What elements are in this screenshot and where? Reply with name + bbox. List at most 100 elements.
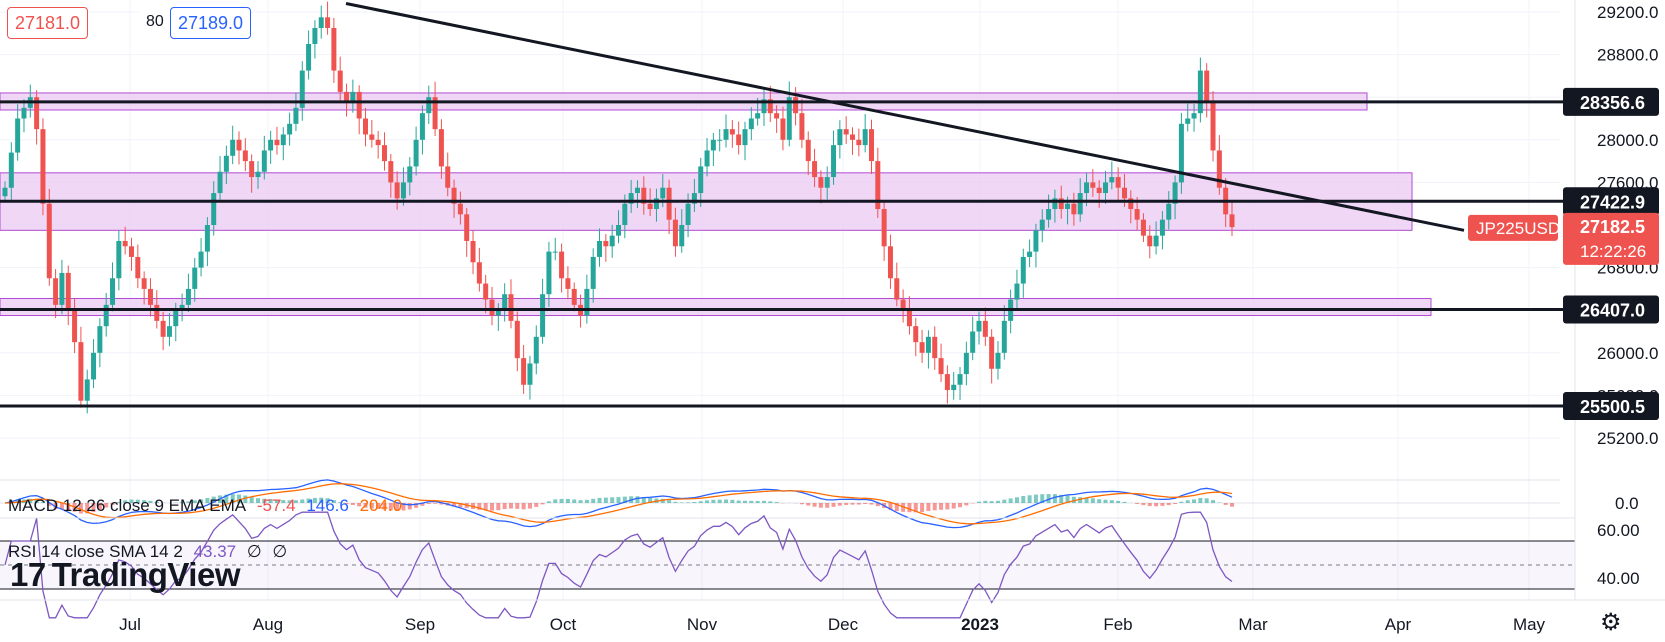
macd-histogram-bar [1103, 499, 1108, 503]
macd-histogram-bar [369, 503, 374, 509]
macd-histogram-bar [1002, 499, 1007, 503]
rsi-lower-label: 40.00 [1597, 569, 1640, 588]
rsi-legend[interactable]: RSI 14 close SMA 14 2 43.37 ∅ ∅ [8, 542, 293, 562]
candle-body [653, 198, 659, 210]
candle-body [552, 251, 558, 253]
candle-body [919, 342, 925, 353]
macd-histogram-bar [958, 503, 963, 508]
candle-body [15, 118, 21, 153]
candle-body [261, 150, 267, 172]
candle-body [1071, 203, 1077, 215]
candle-body [91, 352, 97, 380]
candle-body [540, 294, 546, 337]
macd-histogram-bar [97, 503, 102, 510]
candle-body [925, 336, 931, 353]
candle-body [818, 177, 824, 188]
candle-body [856, 139, 862, 146]
candle-body [616, 225, 621, 236]
candle-body [400, 182, 406, 199]
level-tag-label: 25500.5 [1580, 397, 1645, 417]
macd-histogram-bar [1090, 498, 1095, 503]
countdown: 12:22:26 [1580, 242, 1646, 261]
macd-histogram-bar [300, 499, 305, 503]
macd-histogram-bar [344, 503, 349, 505]
candle-body [1153, 235, 1159, 247]
macd-histogram-bar [875, 503, 880, 507]
rsi-title: RSI 14 close SMA 14 2 [8, 542, 183, 561]
candle-body [1204, 70, 1210, 103]
macd-histogram-bar [123, 500, 128, 503]
price-tick-label: 29200.0 [1597, 3, 1658, 22]
macd-histogram-bar [799, 503, 804, 505]
candle-body [21, 107, 27, 119]
candle-body [306, 43, 312, 71]
candle-body [887, 246, 893, 279]
candle-body [755, 113, 761, 119]
macd-histogram-bar [749, 500, 754, 503]
candle-body [495, 310, 501, 316]
candle-body [122, 240, 128, 247]
symbol-name: JP225USD [1476, 219, 1560, 238]
macd-histogram-bar [1065, 495, 1070, 503]
macd-histogram-bar [414, 503, 419, 508]
level-tag [1563, 187, 1659, 216]
level-tag [1563, 87, 1659, 116]
macd-histogram-bar [850, 503, 855, 505]
macd-histogram-bar [546, 501, 551, 503]
price-tags: 28356.6 27422.9 26407.0 25500.5 JP225USD 2718… [1468, 87, 1659, 420]
candle-body [268, 139, 274, 151]
macd-histogram-bar [768, 501, 773, 503]
candle-body [900, 299, 906, 311]
candle-body [571, 288, 577, 305]
sell-price[interactable]: 27181.0 [7, 7, 89, 39]
macd-histogram-bar [698, 501, 703, 503]
macd-legend[interactable]: MACD 12 26 close 9 EMA EMA -57.4 146.6 2… [8, 496, 408, 516]
macd-histogram-bar [812, 503, 817, 507]
candle-body [1216, 150, 1222, 188]
macd-histogram-bar [1040, 494, 1045, 503]
level-tag [1563, 391, 1659, 420]
macd-histogram-bar [1179, 501, 1184, 503]
candle-body [805, 139, 811, 162]
candle-body [331, 27, 337, 71]
macd-histogram-bar [237, 494, 242, 503]
gear-icon[interactable]: ⚙ [1600, 609, 1622, 636]
rsi-upper-label: 60.00 [1597, 521, 1640, 540]
macd-histogram-bar [40, 502, 45, 503]
macd-histogram-bar [192, 500, 197, 503]
month-label: Nov [687, 615, 718, 634]
macd-histogram-bar [287, 500, 292, 503]
macd-histogram-bar [243, 495, 248, 503]
macd-histogram-bar [995, 500, 1000, 503]
macd-histogram-bar [142, 500, 147, 503]
candle-body [318, 17, 324, 28]
candle-body [344, 91, 350, 103]
macd-hist-value: -57.4 [256, 496, 296, 515]
level-tag-label: 28356.6 [1580, 93, 1645, 113]
macd-histogram-bar [420, 503, 425, 506]
candle-body [597, 240, 603, 257]
macd-histogram-bar [1116, 500, 1121, 503]
macd-histogram-bar [591, 498, 596, 503]
buy-price[interactable]: 27189.0 [170, 7, 252, 39]
macd-histogram-bar [1014, 497, 1019, 503]
macd-histogram-bar [452, 503, 457, 507]
candle-body [1172, 182, 1178, 204]
candle-body [634, 187, 640, 194]
macd-histogram-bar [407, 503, 412, 510]
candle-body [1103, 182, 1109, 194]
candle-body [394, 182, 400, 199]
macd-histogram-bar [458, 503, 463, 508]
macd-histogram-bar [755, 500, 760, 503]
tradingview-logo[interactable]: 17 TradingView [10, 556, 241, 594]
candle-body [704, 150, 710, 167]
candle-body [1027, 251, 1033, 257]
candle-body [824, 177, 830, 188]
candle-body [470, 240, 476, 263]
spread: 80 [139, 7, 171, 37]
candle-body [672, 219, 678, 247]
candle-body [160, 320, 166, 337]
candle-body [299, 70, 305, 108]
macd-histogram-bar [59, 503, 64, 510]
